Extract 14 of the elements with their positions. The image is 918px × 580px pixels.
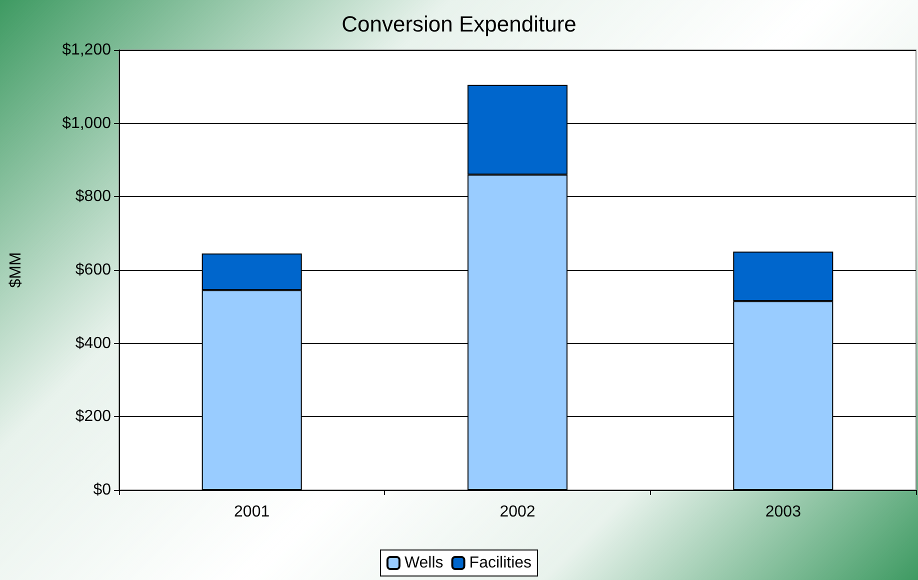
x-tick-label: 2001 — [234, 504, 270, 520]
y-tick-label: $400 — [75, 334, 112, 352]
x-tick-label: 2002 — [500, 504, 536, 520]
legend-label: Wells — [404, 554, 444, 572]
chart-title: Conversion Expenditure — [342, 12, 576, 36]
y-tick-label: $800 — [75, 188, 112, 206]
y-axis-title: $MM — [8, 252, 24, 288]
x-tick-label: 2003 — [765, 504, 802, 520]
legend-label: Facilities — [469, 554, 532, 572]
y-tick-label: $200 — [75, 408, 112, 426]
y-tick-label: $0 — [93, 482, 112, 498]
y-tick-label: $1,000 — [62, 114, 112, 132]
y-tick-label: $600 — [75, 262, 112, 278]
y-tick-label: $1,200 — [62, 42, 112, 58]
